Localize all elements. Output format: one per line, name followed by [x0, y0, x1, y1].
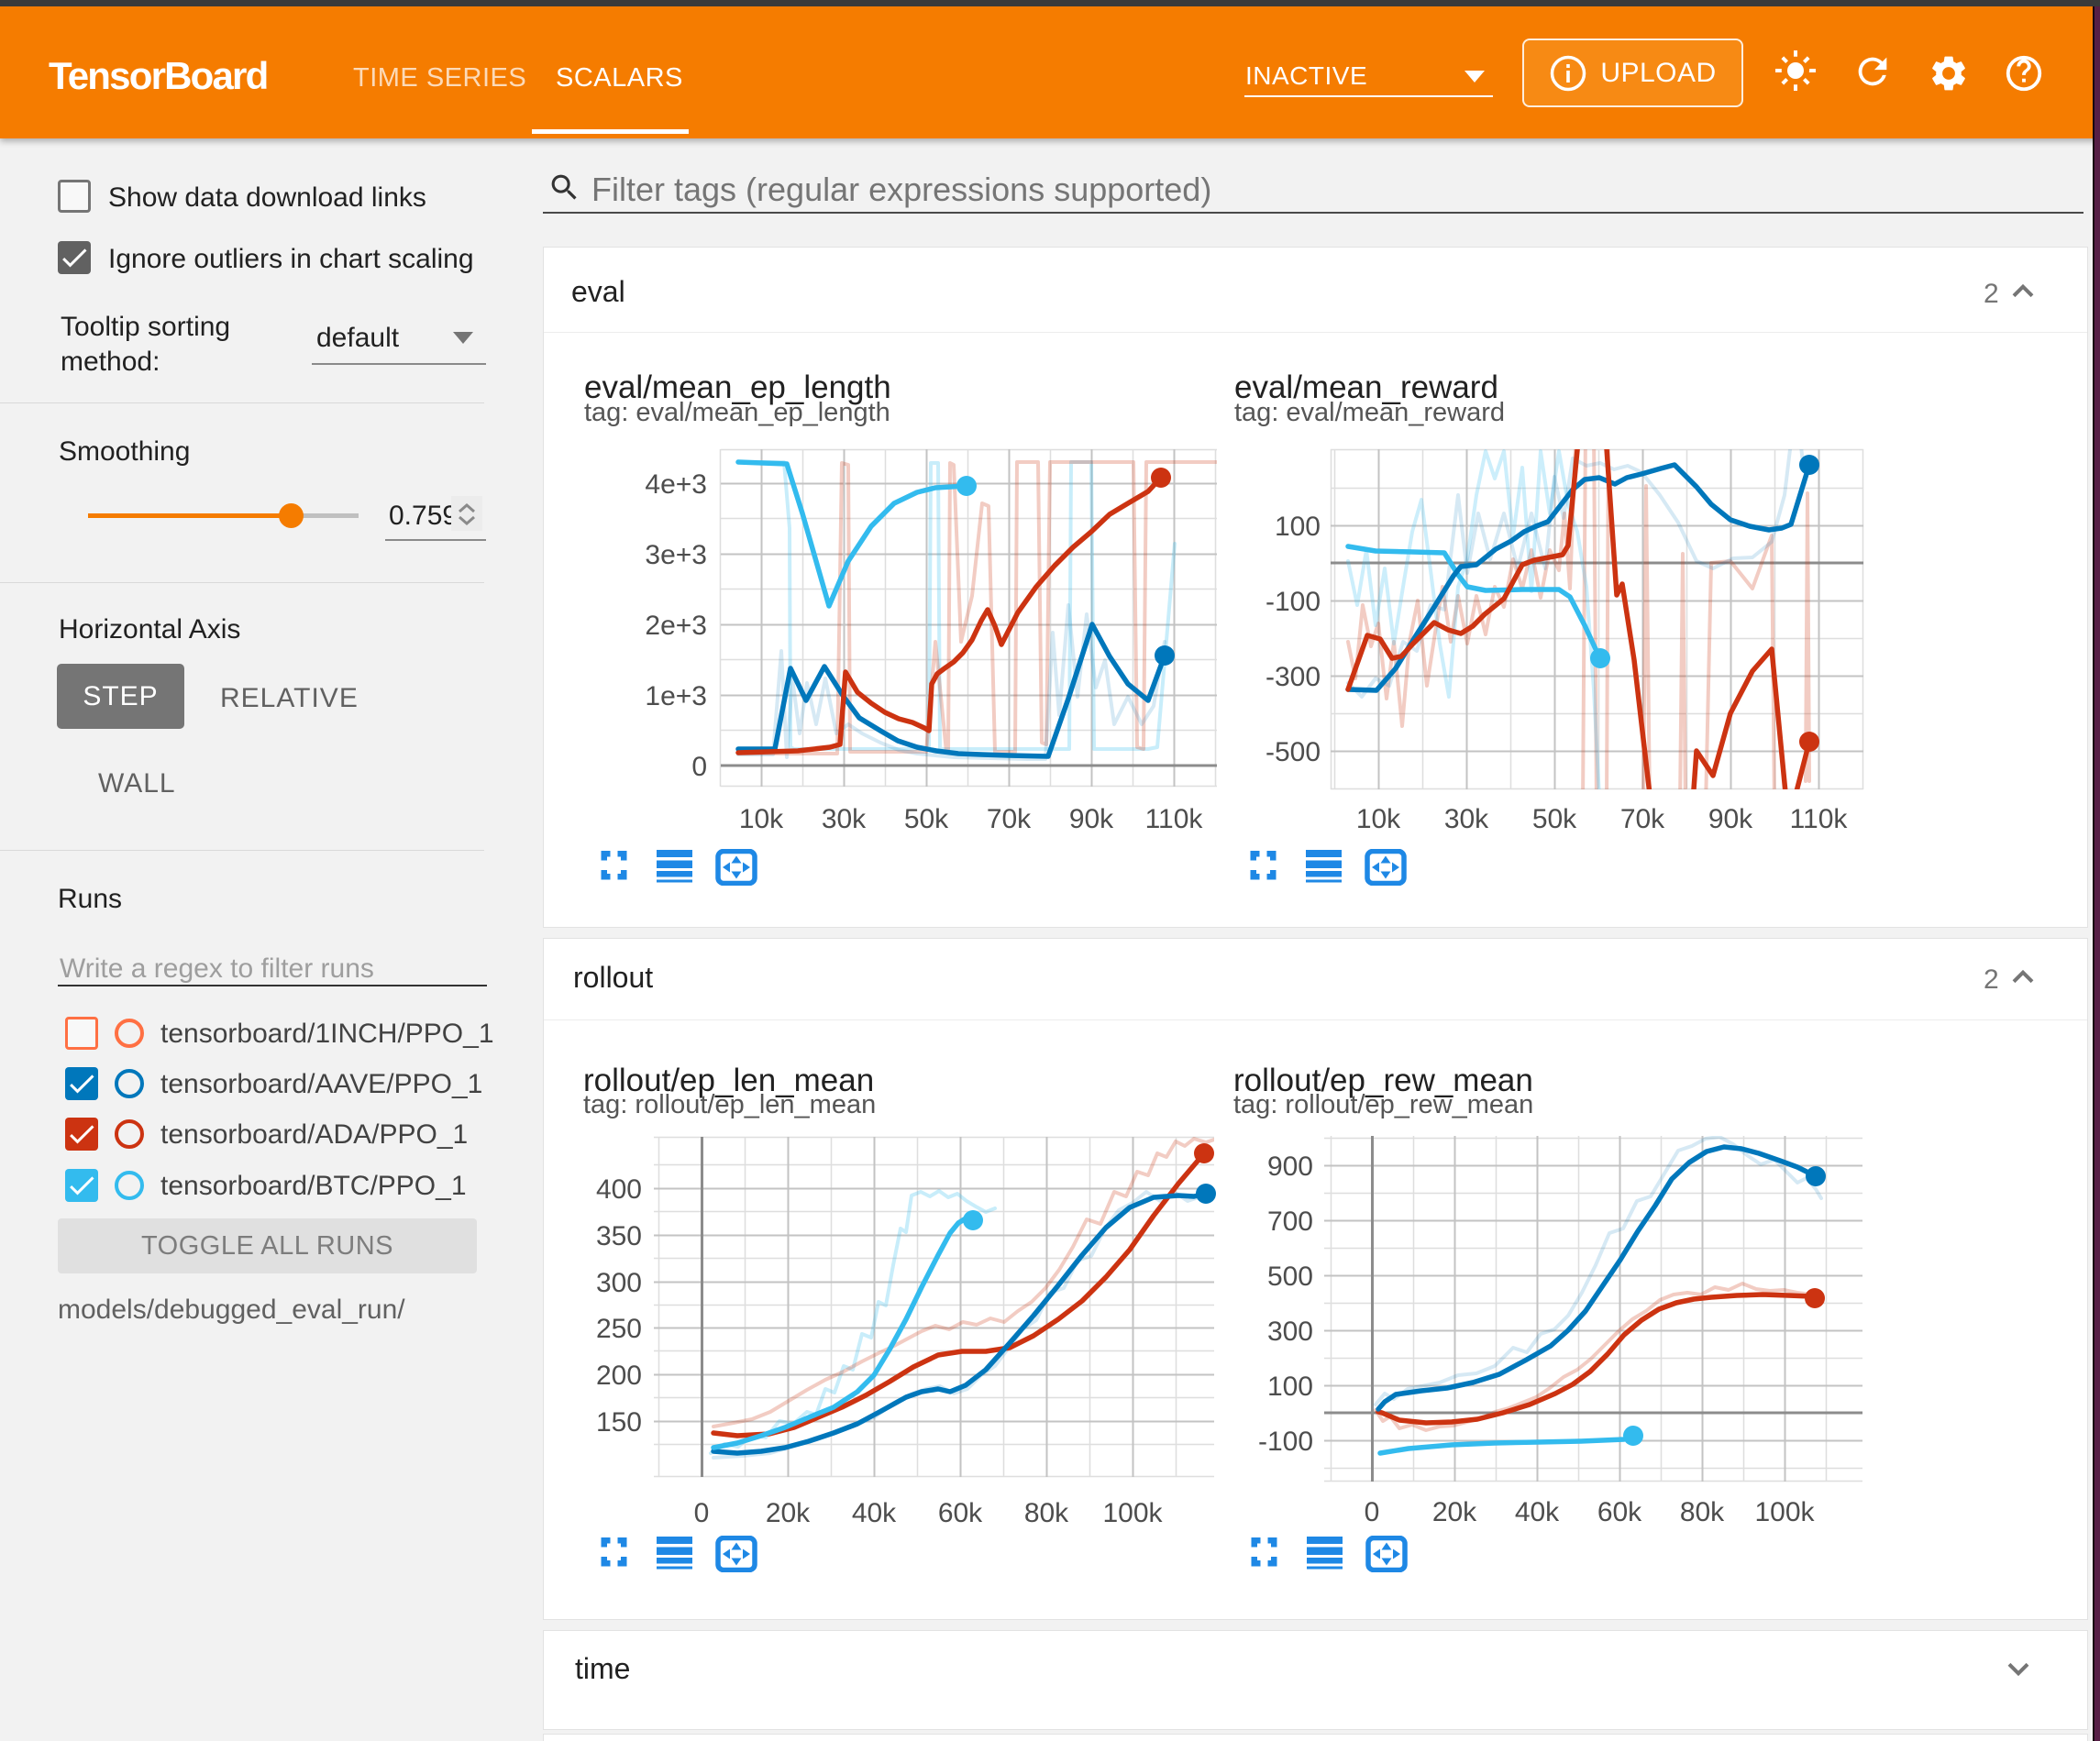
svg-text:70k: 70k: [987, 804, 1032, 834]
svg-text:10k: 10k: [1356, 804, 1401, 834]
svg-text:40k: 40k: [1515, 1497, 1560, 1527]
svg-text:30k: 30k: [1444, 804, 1489, 834]
svg-text:250: 250: [596, 1314, 642, 1344]
svg-text:700: 700: [1267, 1207, 1313, 1237]
svg-text:30k: 30k: [822, 804, 867, 834]
svg-text:-100: -100: [1266, 587, 1321, 617]
svg-text:-300: -300: [1266, 662, 1321, 692]
svg-text:10k: 10k: [739, 804, 784, 834]
svg-text:300: 300: [1267, 1317, 1313, 1347]
svg-text:40k: 40k: [852, 1498, 897, 1528]
svg-text:100: 100: [1275, 512, 1321, 542]
svg-text:350: 350: [596, 1221, 642, 1251]
svg-text:60k: 60k: [1597, 1497, 1642, 1527]
svg-text:50k: 50k: [904, 804, 949, 834]
svg-text:-100: -100: [1258, 1427, 1313, 1457]
svg-text:110k: 110k: [1790, 804, 1849, 834]
svg-text:3e+3: 3e+3: [645, 540, 707, 570]
svg-text:90k: 90k: [1708, 804, 1753, 834]
svg-text:80k: 80k: [1024, 1498, 1069, 1528]
svg-text:4e+3: 4e+3: [645, 469, 707, 500]
svg-text:20k: 20k: [766, 1498, 811, 1528]
svg-text:100k: 100k: [1102, 1498, 1163, 1528]
svg-text:900: 900: [1267, 1151, 1313, 1182]
svg-text:0: 0: [1365, 1497, 1380, 1527]
svg-text:400: 400: [596, 1174, 642, 1205]
svg-text:20k: 20k: [1432, 1497, 1477, 1527]
svg-text:70k: 70k: [1620, 804, 1665, 834]
svg-text:150: 150: [596, 1407, 642, 1438]
svg-text:0: 0: [694, 1498, 710, 1528]
svg-text:100: 100: [1267, 1372, 1313, 1402]
svg-text:500: 500: [1267, 1262, 1313, 1292]
svg-text:-500: -500: [1266, 737, 1321, 767]
svg-text:1e+3: 1e+3: [645, 681, 707, 711]
svg-text:2e+3: 2e+3: [645, 611, 707, 641]
svg-text:200: 200: [596, 1361, 642, 1391]
svg-text:80k: 80k: [1680, 1497, 1725, 1527]
svg-text:100k: 100k: [1754, 1497, 1815, 1527]
svg-text:60k: 60k: [938, 1498, 983, 1528]
svg-text:50k: 50k: [1532, 804, 1577, 834]
svg-text:110k: 110k: [1145, 804, 1204, 834]
svg-text:300: 300: [596, 1268, 642, 1298]
svg-text:90k: 90k: [1069, 804, 1114, 834]
svg-text:0: 0: [691, 752, 707, 782]
